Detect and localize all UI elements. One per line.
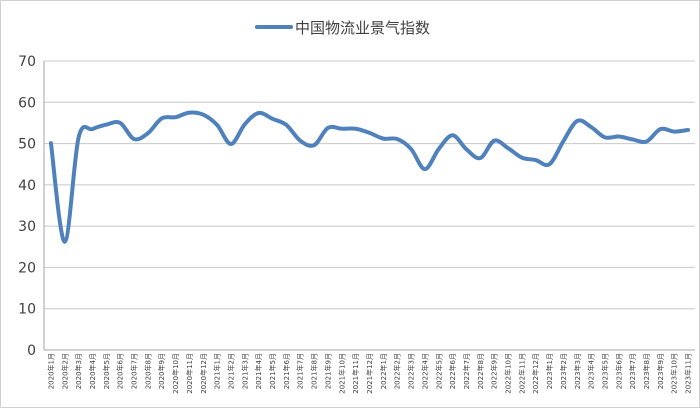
x-tick-label: 2022年4月 <box>420 353 429 389</box>
x-tick-label: 2020年5月 <box>102 353 111 389</box>
x-tick-label: 2020年1月 <box>46 353 55 389</box>
plot-border <box>43 61 695 351</box>
x-tick-label: 2020年2月 <box>60 353 69 389</box>
x-tick-label: 2020年6月 <box>116 353 125 389</box>
x-tick-label: 2023年3月 <box>573 353 582 389</box>
x-tick-label: 2022年6月 <box>448 353 457 389</box>
x-tick-label: 2020年9月 <box>157 353 166 389</box>
x-tick-label: 2021年3月 <box>240 353 249 389</box>
x-tick-label: 2021年8月 <box>310 353 319 389</box>
x-tick-label: 2020年7月 <box>130 353 139 389</box>
x-tick-label: 2020年11月 <box>185 353 194 394</box>
x-tick-label: 2021年6月 <box>282 353 291 389</box>
x-tick-label: 2023年8月 <box>642 353 651 389</box>
x-tick-label: 2021年12月 <box>365 353 374 394</box>
x-tick-label: 2022年9月 <box>490 353 499 389</box>
x-tick-label: 2023年6月 <box>614 353 623 389</box>
y-tick-label: 20 <box>18 260 36 276</box>
x-tick-label: 2023年11月 <box>684 353 693 394</box>
x-tick-label: 2023年1月 <box>545 353 554 389</box>
x-tick-label: 2023年2月 <box>559 353 568 389</box>
legend: 中国物流业景气指数 <box>255 19 430 37</box>
y-tick-label: 60 <box>18 95 36 111</box>
x-tick-label: 2023年4月 <box>587 353 596 389</box>
x-tick-label: 2020年10月 <box>171 353 180 394</box>
x-tick-label: 2023年10月 <box>670 353 679 394</box>
x-tick-label: 2022年2月 <box>393 353 402 389</box>
x-tick-label: 2022年11月 <box>517 353 526 394</box>
x-tick-label: 2020年8月 <box>143 353 152 389</box>
legend-label: 中国物流业景气指数 <box>295 19 430 37</box>
x-tick-label: 2023年5月 <box>600 353 609 389</box>
x-tick-label: 2022年12月 <box>531 353 540 394</box>
y-tick-label: 70 <box>18 54 36 70</box>
x-tick-label: 2021年5月 <box>268 353 277 389</box>
x-tick-label: 2021年9月 <box>323 353 332 389</box>
gridlines <box>44 60 695 351</box>
x-tick-label: 2022年8月 <box>476 353 485 389</box>
x-tick-label: 2021年2月 <box>226 353 235 389</box>
x-tick-label: 2022年7月 <box>462 353 471 389</box>
y-axis-tick-labels: 0 10 20 30 40 50 60 70 <box>18 54 36 359</box>
x-tick-label: 2020年4月 <box>88 353 97 389</box>
x-tick-label: 2022年5月 <box>434 353 443 389</box>
series-line <box>48 110 691 244</box>
y-tick-label: 40 <box>18 178 36 194</box>
x-axis-tick-labels: 2020年1月 2020年2月 2020年3月 2020年4月 2020年5月 2020年… <box>46 353 692 394</box>
y-tick-label: 50 <box>18 137 36 153</box>
x-tick-label: 2023年9月 <box>656 353 665 389</box>
y-tick-label: 10 <box>18 302 36 318</box>
y-tick-label: 0 <box>27 343 36 359</box>
x-tick-label: 2020年3月 <box>74 353 83 389</box>
x-tick-label: 2022年3月 <box>407 353 416 389</box>
x-tick-label: 2021年4月 <box>254 353 263 389</box>
x-tick-label: 2021年1月 <box>213 353 222 389</box>
x-tick-label: 2023年7月 <box>628 353 637 389</box>
x-tick-label: 2021年11月 <box>351 353 360 394</box>
x-tick-label: 2021年10月 <box>337 353 346 394</box>
x-tick-label: 2020年12月 <box>199 353 208 394</box>
series-group <box>48 110 691 244</box>
x-tick-label: 2022年10月 <box>504 353 513 394</box>
y-tick-label: 30 <box>18 219 36 235</box>
x-tick-label: 2021年7月 <box>296 353 305 389</box>
x-tick-label: 2022年1月 <box>379 353 388 389</box>
